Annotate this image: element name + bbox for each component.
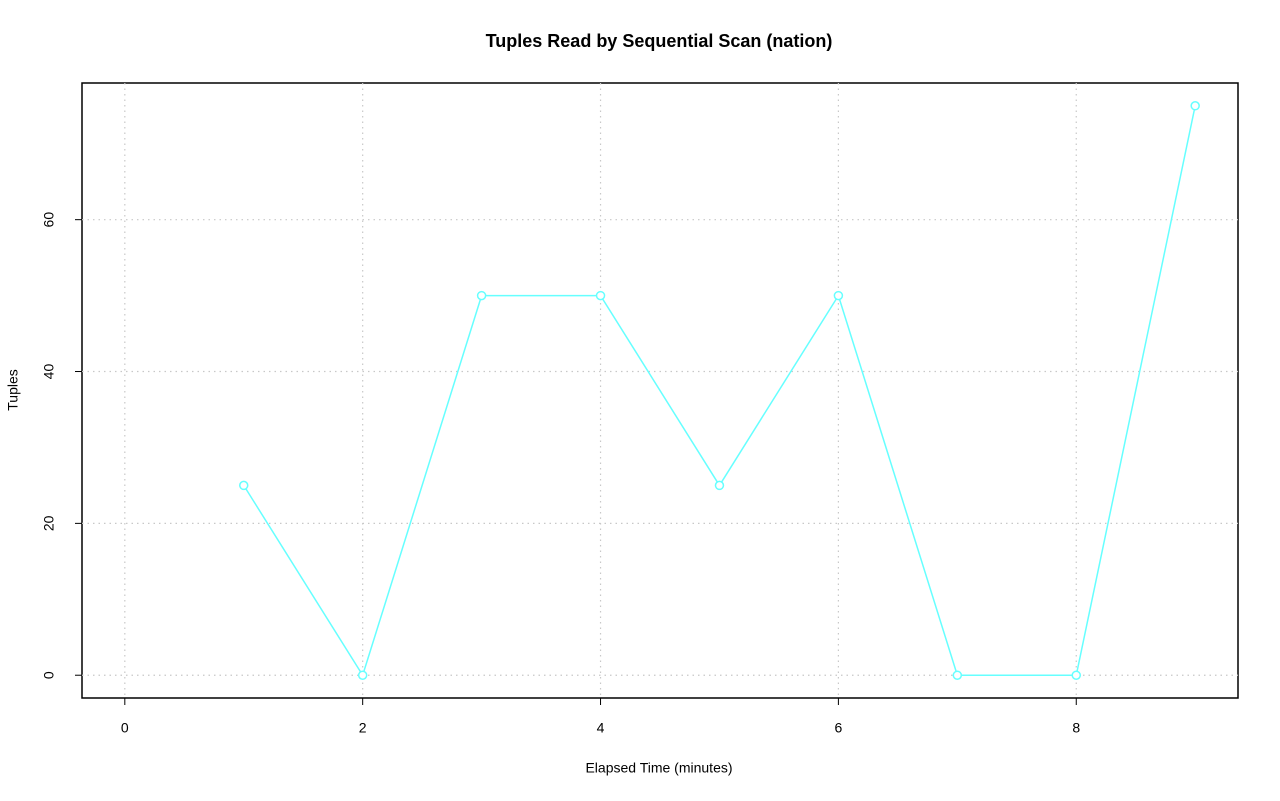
point [238,480,249,491]
x-axis-label: Elapsed Time (minutes) [585,760,732,776]
x-tick-label: 6 [834,720,842,736]
point [1190,101,1200,111]
point [595,290,606,301]
x-tick-label: 4 [597,720,605,736]
x-tick-label: 2 [359,720,367,736]
point [357,670,368,680]
y-tick-label: 20 [41,515,57,531]
point [833,290,844,301]
chart-title: Tuples Read by Sequential Scan (nation) [486,31,833,51]
x-tick-label: 0 [121,720,129,736]
point [1071,670,1082,680]
plot-frame [81,82,1239,699]
y-tick-label: 40 [41,364,57,380]
x-tick-label: 8 [1072,720,1080,736]
y-tick-label: 60 [41,212,57,228]
y-axis-label: Tuples [5,369,21,411]
point [714,480,725,491]
point [476,290,487,301]
y-tick-label: 0 [41,671,57,679]
line [243,105,1196,677]
point [952,670,963,680]
